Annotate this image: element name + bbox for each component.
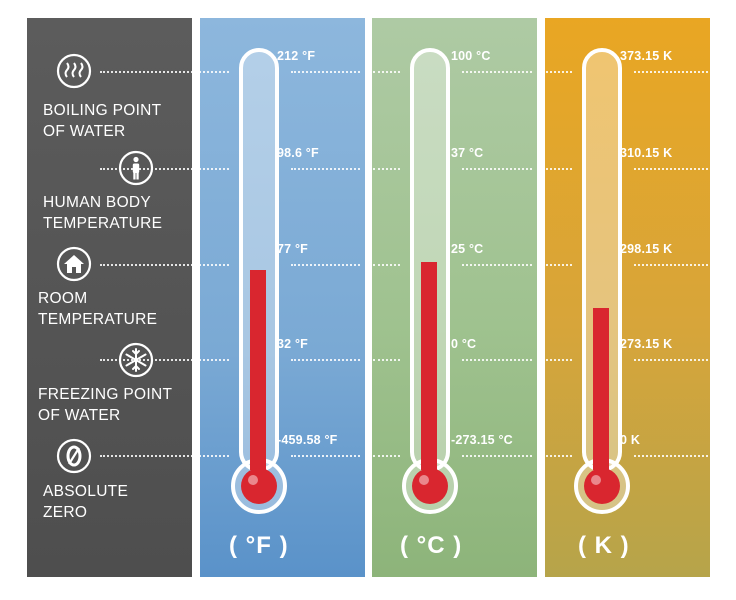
dotted-line — [546, 264, 572, 266]
celsius-mercury — [421, 262, 437, 470]
celsius-unit-label: ( °C ) — [400, 532, 463, 559]
dotted-line — [634, 264, 708, 266]
kelvin-unit-label: ( K ) — [578, 532, 630, 559]
dotted-line — [634, 71, 708, 73]
dotted-line — [291, 359, 360, 361]
dotted-line — [634, 359, 708, 361]
dotted-line — [462, 455, 532, 457]
fahrenheit-tick-body: 98.6 °F — [277, 146, 319, 160]
dotted-line — [373, 71, 400, 73]
fahrenheit-thermometer — [231, 48, 287, 514]
kelvin-tick-absolute-zero: 0 K — [620, 433, 641, 447]
celsius-bulb — [412, 468, 448, 504]
dotted-line — [634, 168, 708, 170]
dotted-line — [100, 264, 229, 266]
kelvin-thermometer — [574, 48, 630, 514]
dotted-line — [462, 71, 532, 73]
dotted-line — [373, 168, 400, 170]
fahrenheit-unit-label: ( °F ) — [229, 532, 289, 559]
reference-panel — [27, 18, 192, 577]
celsius-tick-freezing: 0 °C — [451, 337, 477, 351]
dotted-line — [546, 168, 572, 170]
dotted-line — [100, 455, 229, 457]
kelvin-tick-body: 310.15 K — [620, 146, 673, 160]
kelvin-tick-freezing: 273.15 K — [620, 337, 673, 351]
fahrenheit-panel — [200, 18, 365, 577]
steam-icon — [56, 53, 92, 89]
dotted-line — [100, 71, 229, 73]
room-temperature-label: ROOM TEMPERATURE — [38, 290, 158, 328]
dotted-line — [373, 264, 400, 266]
fahrenheit-tick-freezing: 32 °F — [277, 337, 309, 351]
dotted-line — [546, 359, 572, 361]
dotted-line — [462, 359, 532, 361]
dotted-line — [100, 359, 229, 361]
dotted-line — [462, 168, 532, 170]
dotted-line — [546, 455, 572, 457]
dotted-line — [100, 168, 229, 170]
dotted-line — [634, 455, 708, 457]
celsius-tick-room: 25 °C — [451, 242, 484, 256]
human-body-label: HUMAN BODY TEMPERATURE — [43, 194, 163, 232]
dotted-line — [546, 71, 572, 73]
absolute-zero-label: ABSOLUTE ZERO — [43, 483, 129, 521]
kelvin-bulb — [584, 468, 620, 504]
kelvin-mercury — [593, 308, 609, 470]
dotted-line — [291, 455, 360, 457]
dotted-line — [373, 455, 400, 457]
fahrenheit-tick-absolute-zero: -459.58 °F — [277, 433, 338, 447]
dotted-line — [373, 359, 400, 361]
dotted-line — [291, 71, 360, 73]
fahrenheit-mercury — [250, 270, 266, 470]
celsius-tick-boiling: 100 °C — [451, 49, 491, 63]
freezing-point-label: FREEZING POINT OF WATER — [38, 386, 173, 424]
dotted-line — [291, 264, 360, 266]
boiling-point-label: BOILING POINT OF WATER — [43, 102, 162, 140]
celsius-thermometer — [402, 48, 458, 514]
fahrenheit-bulb — [241, 468, 277, 504]
house-icon — [56, 246, 92, 282]
fahrenheit-tick-boiling: 212 °F — [277, 49, 316, 63]
celsius-tick-absolute-zero: -273.15 °C — [451, 433, 513, 447]
dotted-line — [462, 264, 532, 266]
kelvin-tick-boiling: 373.15 K — [620, 49, 673, 63]
fahrenheit-tick-room: 77 °F — [277, 242, 309, 256]
kelvin-tick-room: 298.15 K — [620, 242, 673, 256]
celsius-tick-body: 37 °C — [451, 146, 484, 160]
dotted-line — [291, 168, 360, 170]
zero-icon — [56, 438, 92, 474]
